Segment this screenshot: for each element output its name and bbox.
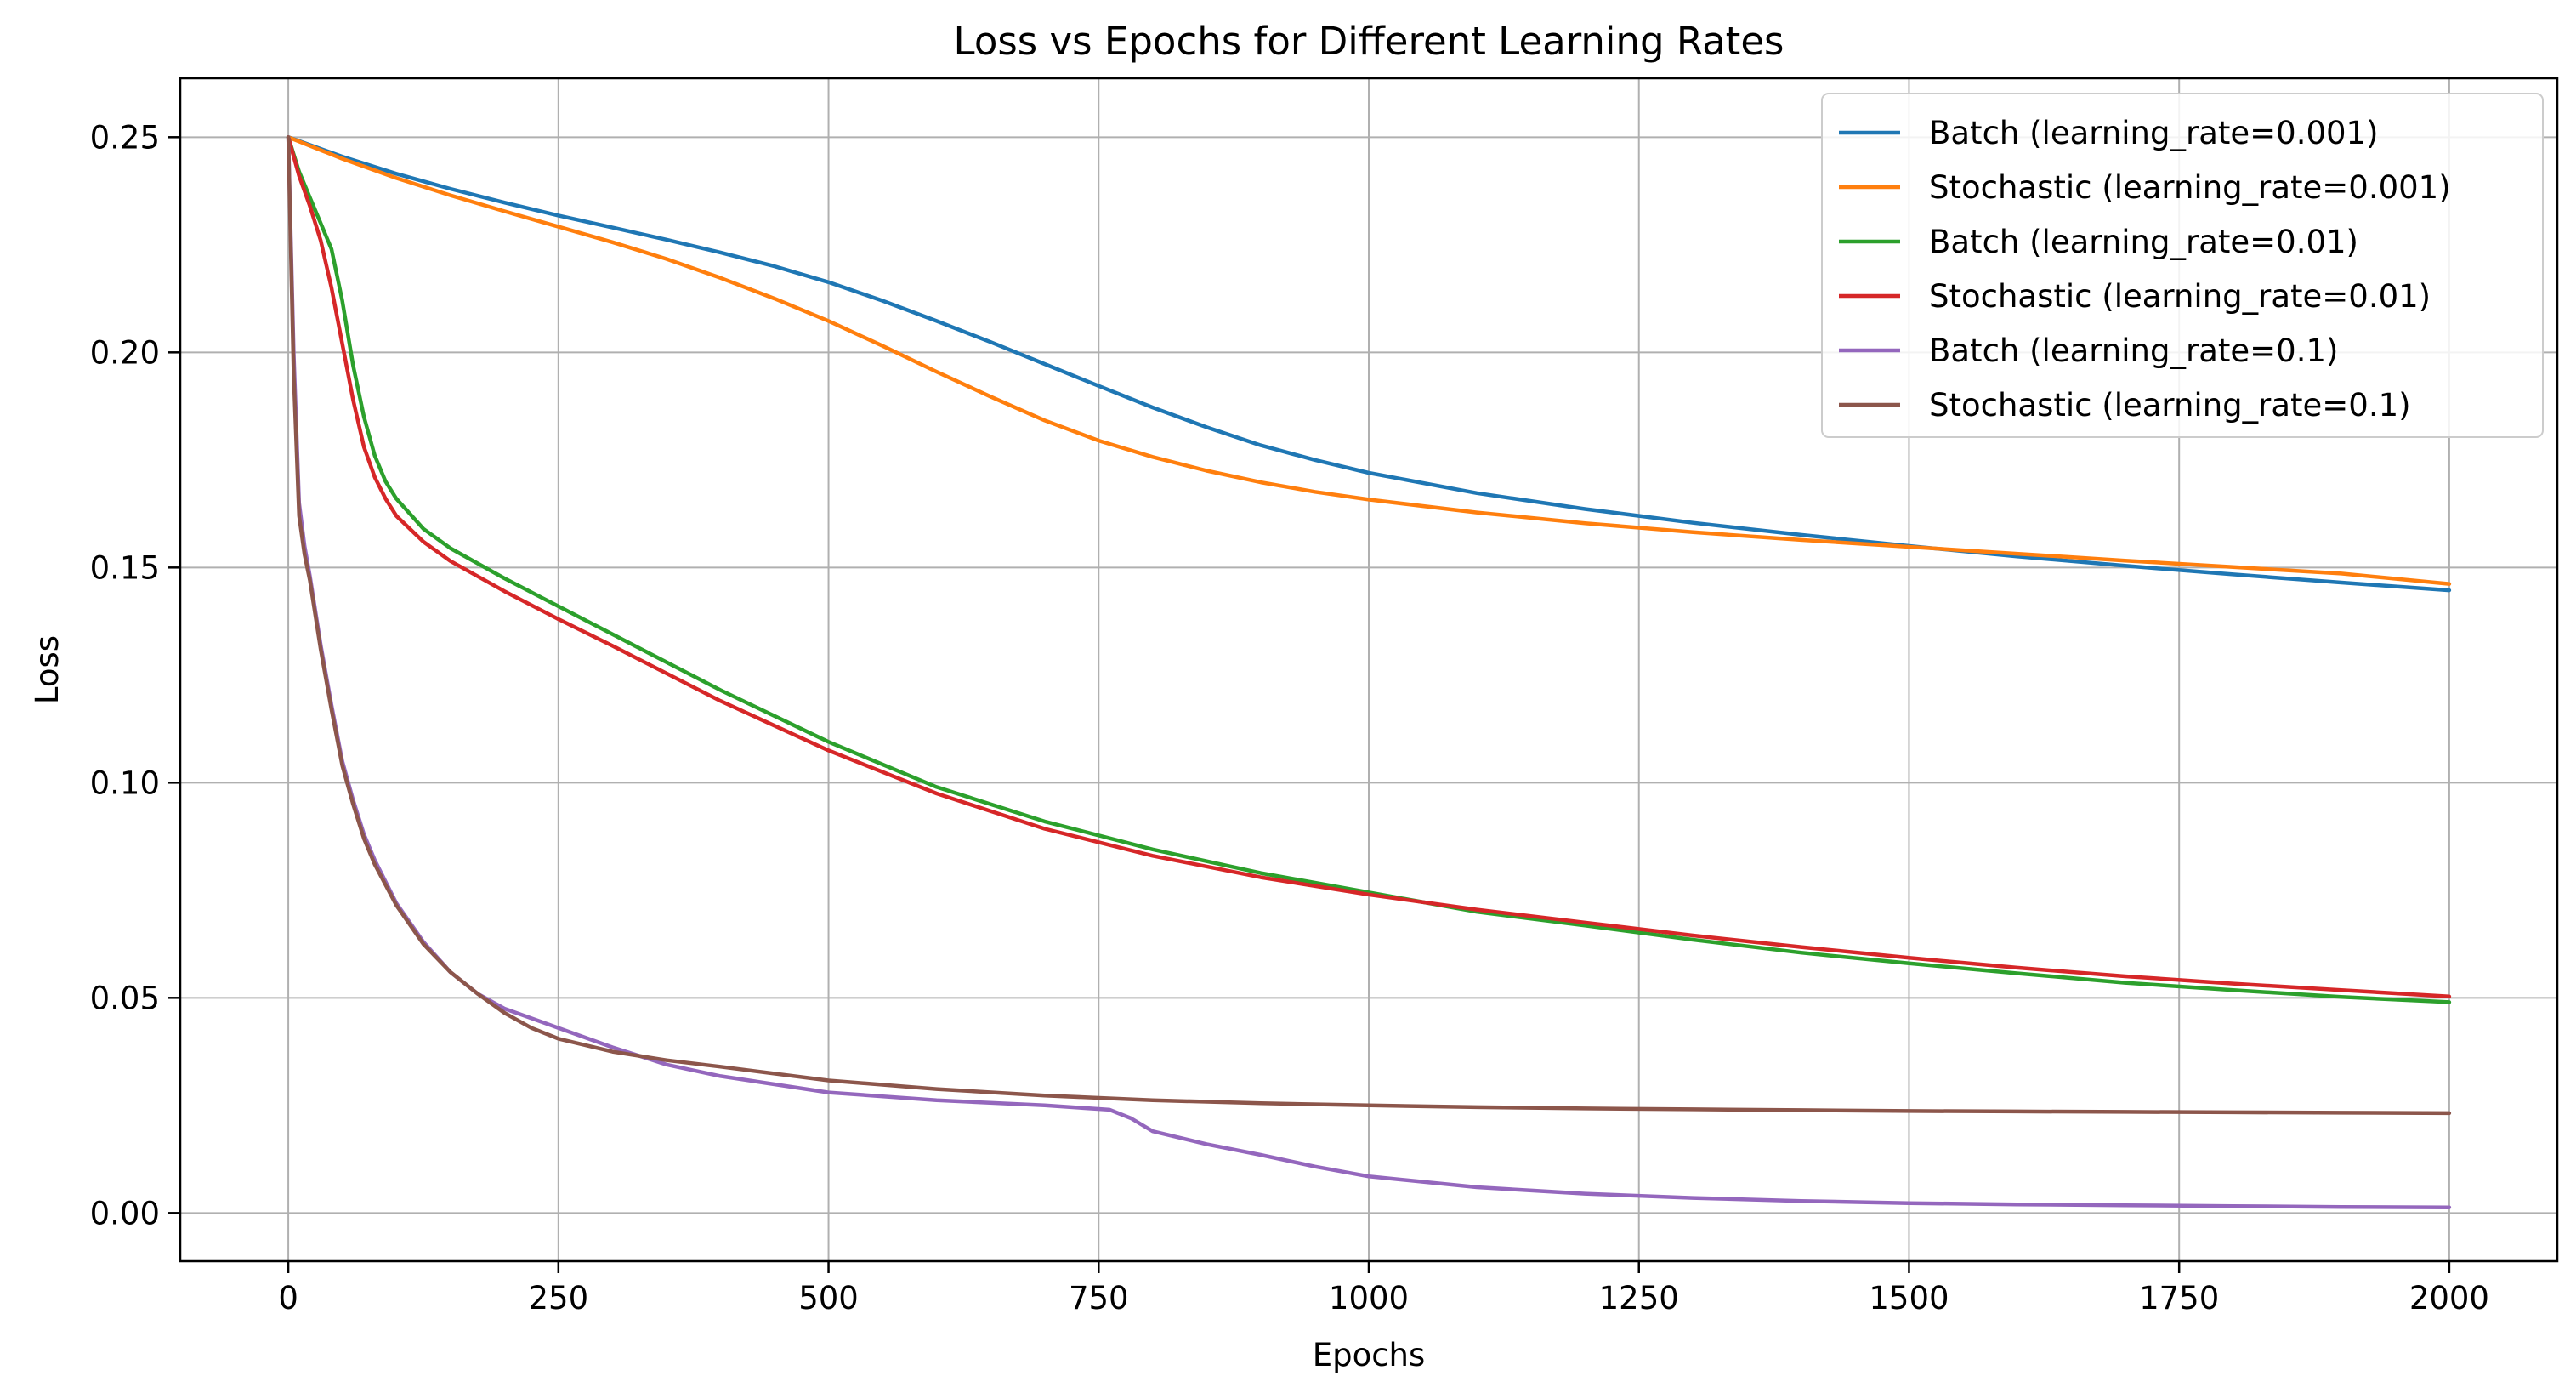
y-tick-label: 0.10 [90,765,160,801]
x-tick-label: 0 [278,1280,298,1316]
legend-label-5: Stochastic (learning_rate=0.1) [1929,387,2411,424]
x-tick-label: 1500 [1869,1280,1949,1316]
legend-label-3: Stochastic (learning_rate=0.01) [1929,278,2431,315]
series-line-5 [286,135,2452,1116]
tick-labels: 0 250 500 750 1000 1250 1500 1750 2000 0.00 0.05 0.… [90,119,2489,1316]
x-tick-label: 1000 [1329,1280,1409,1316]
legend: Batch (learning_rate=0.001) Stochastic (l… [1821,93,2544,438]
legend-label-2: Batch (learning_rate=0.01) [1929,224,2358,260]
series-line-2 [286,135,2452,1004]
y-tick-label: 0.15 [90,549,160,586]
y-axis-label: Loss [29,635,65,704]
legend-box [1821,93,2544,438]
x-tick-label: 500 [798,1280,859,1316]
series-line-1 [286,135,2452,586]
legend-label-1: Stochastic (learning_rate=0.001) [1929,169,2451,206]
legend-label-0: Batch (learning_rate=0.001) [1929,115,2379,151]
x-tick-label: 1750 [2139,1280,2219,1316]
series-line-3 [286,135,2452,999]
legend-label-4: Batch (learning_rate=0.1) [1929,333,2338,369]
x-tick-label: 1250 [1599,1280,1679,1316]
y-tick-label: 0.25 [90,119,160,156]
series-lines [286,135,2452,1209]
y-tick-label: 0.05 [90,980,160,1016]
x-tick-label: 250 [529,1280,589,1316]
x-tick-label: 750 [1069,1280,1129,1316]
x-axis-label: Epochs [1313,1337,1426,1373]
chart-title: Loss vs Epochs for Different Learning Ra… [954,19,1784,64]
x-tick-label: 2000 [2409,1280,2489,1316]
y-tick-label: 0.00 [90,1195,160,1231]
y-tick-label: 0.20 [90,334,160,371]
tick-marks [168,136,2451,1273]
